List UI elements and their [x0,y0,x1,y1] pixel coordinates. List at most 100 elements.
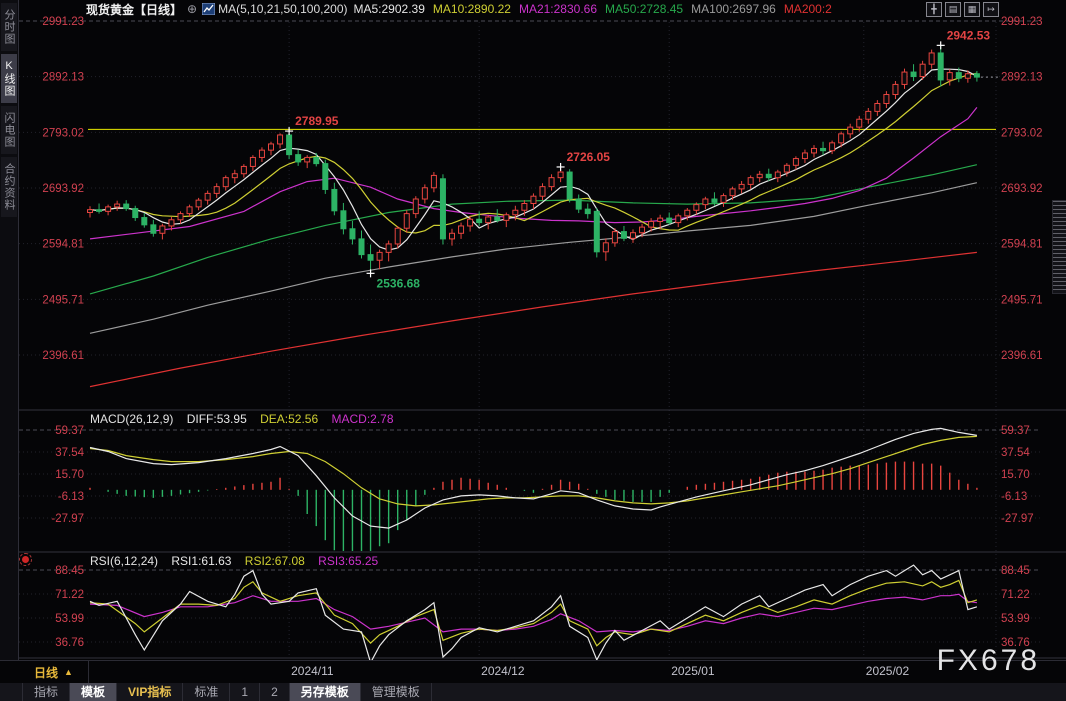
macd-label-row: MACD(26,12,9) DIFF:53.95 DEA:52.56 MACD:… [90,412,404,426]
crosshair-icon[interactable]: ╋ [926,2,942,17]
svg-text:2693.92: 2693.92 [1001,183,1043,195]
toolbar-button-6[interactable]: 另存模板 [289,683,361,701]
month-label-1: 2024/12 [481,664,525,678]
svg-text:36.76: 36.76 [1001,637,1030,649]
svg-text:2793.02: 2793.02 [42,127,84,139]
sidebar-tab-2[interactable]: 闪电图 [1,106,17,154]
ma-values: MA5:2902.39 MA10:2890.22 MA21:2830.66 MA50:… [354,2,840,16]
rsi2-value: RSI2:67.08 [244,554,305,568]
svg-text:71.22: 71.22 [55,589,84,601]
svg-text:2536.68: 2536.68 [377,276,421,290]
toolbar-button-3[interactable]: 标准 [183,683,231,701]
toolbar-button-1[interactable]: 模板 [70,683,118,701]
header-ma-value-5: MA200:2 [783,2,832,16]
svg-text:2726.05: 2726.05 [567,150,611,164]
chart-header: 现货黄金【日线】 ⊕ MA(5,10,21,50,100,200) MA5:29… [86,1,840,17]
svg-text:2892.13: 2892.13 [1001,72,1043,84]
header-ma-value-4: MA100:2697.96 [691,2,776,16]
symbol-title: 现货黄金【日线】 [86,2,183,17]
rsi1-line [89,564,978,660]
svg-text:2495.71: 2495.71 [42,294,84,306]
svg-text:59.37: 59.37 [1001,425,1030,437]
annotations: 2789.95 2536.68 2726.05 2942.53 [285,28,990,290]
toolbar-button-2[interactable]: VIP指标 [117,683,184,701]
rsi-label-row: RSI(6,12,24) RSI1:61.63 RSI2:67.08 RSI3:… [90,554,388,568]
svg-text:2396.61: 2396.61 [1001,350,1043,362]
header-ma-value-0: MA5:2902.39 [353,2,425,16]
svg-text:-6.13: -6.13 [58,491,84,503]
svg-text:-27.97: -27.97 [1001,513,1034,525]
header-ma-value-1: MA10:2890.22 [432,2,511,16]
toolbar-button-5[interactable]: 2 [260,683,290,701]
ma21-line [89,107,978,240]
macd-dea-value: DEA:52.56 [260,412,319,426]
svg-text:-6.13: -6.13 [1001,491,1027,503]
brand-watermark: FX678 [936,644,1040,677]
ma100-line [89,182,978,334]
svg-text:36.76: 36.76 [55,637,84,649]
diff-line [89,427,977,529]
svg-text:37.54: 37.54 [1001,447,1030,459]
dea-line [89,435,977,507]
toolbar-button-0[interactable]: 指标 [22,683,71,701]
month-label-0: 2024/11 [291,664,334,678]
rsi1-value: RSI1:61.63 [171,554,232,568]
ma5-line [89,68,978,251]
gridlines [19,20,1066,659]
svg-text:53.99: 53.99 [55,613,84,625]
period-selector[interactable]: 日线 ▲ [0,661,89,683]
add-indicator-icon[interactable]: ⊕ [187,2,198,16]
period-label: 日线 [34,665,59,680]
svg-text:2793.02: 2793.02 [1001,127,1043,139]
header-ma-value-3: MA50:2728.45 [605,2,684,16]
rsi3-line [89,593,977,633]
rsi2-line [89,579,978,647]
sidebar-tab-0[interactable]: 分时图 [1,3,17,51]
svg-text:88.45: 88.45 [1001,565,1030,577]
svg-text:71.22: 71.22 [1001,589,1030,601]
macd-panel [89,427,978,551]
svg-text:88.45: 88.45 [55,565,84,577]
rsi-params-label: RSI(6,12,24) [90,554,159,568]
svg-text:2991.23: 2991.23 [1001,16,1043,28]
svg-text:-27.97: -27.97 [51,513,84,525]
macd-params-label: MACD(26,12,9) [90,412,174,426]
month-label-2: 2025/01 [671,664,715,678]
toolbar-button-4[interactable]: 1 [230,683,261,701]
svg-text:37.54: 37.54 [55,447,84,459]
svg-text:15.70: 15.70 [1001,469,1030,481]
axis-labels: 2991.23 2991.23 2892.13 2892.13 2793.02 2793.… [42,16,1042,649]
header-ma-value-2: MA21:2830.66 [518,2,598,16]
svg-text:2942.53: 2942.53 [947,28,991,42]
rsi-panel [89,564,978,660]
macd-diff-value: DIFF:53.95 [186,412,247,426]
svg-text:2594.81: 2594.81 [42,239,84,251]
date-axis-row: 日线 ▲ 2024/11 2024/12 2025/01 2025/02 [0,660,1066,684]
macd-value: MACD:2.78 [331,412,394,426]
scale-layout-icon[interactable]: ▤ [945,2,961,17]
sidebar-tab-3[interactable]: 合约资料 [1,157,17,217]
vertical-scrollbar-thumb[interactable] [1052,200,1066,294]
ma10-line [89,72,978,234]
candles-layer [87,45,980,274]
svg-text:53.99: 53.99 [1001,613,1030,625]
svg-text:2991.23: 2991.23 [42,16,84,28]
ma-settings-label: MA(5,10,21,50,100,200) [218,2,348,16]
sidebar-tab-1[interactable]: K线图 [1,54,17,103]
chart-type-icon[interactable] [201,2,216,16]
header-toolbar-icons: ╋ ▤ ▦ ↦ [926,2,999,17]
chart-type-sidebar: 分时图 K线图闪电图合约资料 [0,0,19,660]
svg-text:2396.61: 2396.61 [42,350,84,362]
bottom-toolbar: 指标 模板 VIP指标 标准 1 2 另存模板 管理模板 [0,683,1066,701]
export-panel-icon[interactable]: ↦ [983,2,999,17]
period-arrow-icon: ▲ [64,667,73,677]
toolbar-button-7[interactable]: 管理模板 [361,683,432,701]
rsi-settings-icon[interactable] [19,553,32,566]
svg-text:2892.13: 2892.13 [42,72,84,84]
indicator-layout-icon[interactable]: ▦ [964,2,980,17]
ma200-line [89,251,977,388]
svg-text:15.70: 15.70 [55,469,84,481]
svg-text:59.37: 59.37 [55,425,84,437]
